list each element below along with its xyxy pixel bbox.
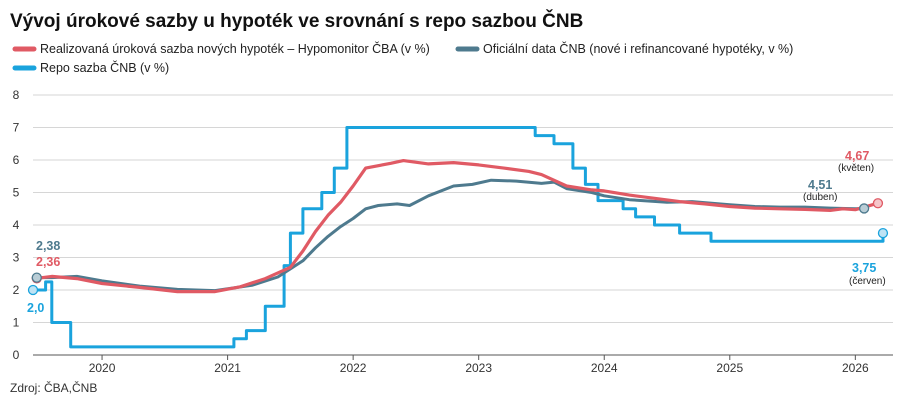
marker-end-cnb-official: [858, 203, 870, 214]
annotation-end-cnb: 4,51: [808, 178, 832, 192]
legend: Realizovaná úroková sazba nových hypoték…: [12, 41, 793, 75]
annotations: 2,38 2,36 2,0 4,51 (duben) 4,67 (květen)…: [27, 149, 886, 315]
annotation-start-cnb: 2,38: [36, 239, 60, 253]
y-axis: 0 1 2 3 4 5 6 7 8: [13, 88, 20, 362]
source-note: Zdroj: ČBA,ČNB: [10, 380, 97, 395]
end-markers: [27, 198, 889, 296]
x-tick-label: 2021: [214, 361, 241, 375]
x-tick-label: 2025: [716, 361, 743, 375]
y-tick-label: 1: [13, 316, 20, 330]
y-tick-label: 0: [13, 348, 20, 362]
annotation-end-hypomonitor-month: (květen): [838, 163, 874, 174]
legend-label-hypomonitor: Realizovaná úroková sazba nových hypoték…: [40, 41, 430, 56]
y-tick-label: 3: [13, 251, 20, 265]
y-tick-label: 4: [13, 218, 20, 232]
marker-start-repo: [27, 284, 39, 296]
y-tick-label: 5: [13, 186, 20, 200]
y-tick-label: 8: [13, 88, 20, 102]
series-line-hypomonitor: [35, 159, 880, 294]
marker-end-repo: [877, 227, 889, 239]
gridlines: [33, 94, 893, 356]
chart-title: Vývoj úrokové sazby u hypoték ve srovnán…: [10, 10, 583, 32]
annotation-end-repo: 3,75: [852, 261, 876, 275]
annotation-start-repo: 2,0: [27, 301, 44, 315]
x-tick-label: 2023: [465, 361, 492, 375]
y-tick-label: 6: [13, 153, 20, 167]
legend-label-repo: Repo sazba ČNB (v %): [40, 60, 169, 75]
x-tick-label: 2020: [89, 361, 116, 375]
annotation-end-repo-month: (červen): [849, 276, 886, 287]
x-tick-label: 2022: [340, 361, 367, 375]
series-lines: [31, 126, 885, 349]
y-tick-label: 2: [13, 283, 20, 297]
annotation-end-hypomonitor: 4,67: [845, 149, 869, 163]
x-tick-label: 2024: [591, 361, 618, 375]
legend-label-cnb-official: Oficiální data ČNB (nové i refinancované…: [483, 41, 793, 56]
marker-end-hypomonitor: [872, 198, 884, 209]
x-axis: 2020 2021 2022 2023 2024 2025 2026: [89, 355, 869, 375]
annotation-end-cnb-month: (duben): [803, 192, 837, 203]
annotation-start-hypomonitor: 2,36: [36, 255, 60, 269]
series-line-cnb-official: [35, 178, 866, 293]
x-tick-label: 2026: [842, 361, 869, 375]
y-tick-label: 7: [13, 121, 20, 135]
series-line-repo: [31, 126, 885, 349]
marker-start-cnb-official: [31, 272, 42, 283]
